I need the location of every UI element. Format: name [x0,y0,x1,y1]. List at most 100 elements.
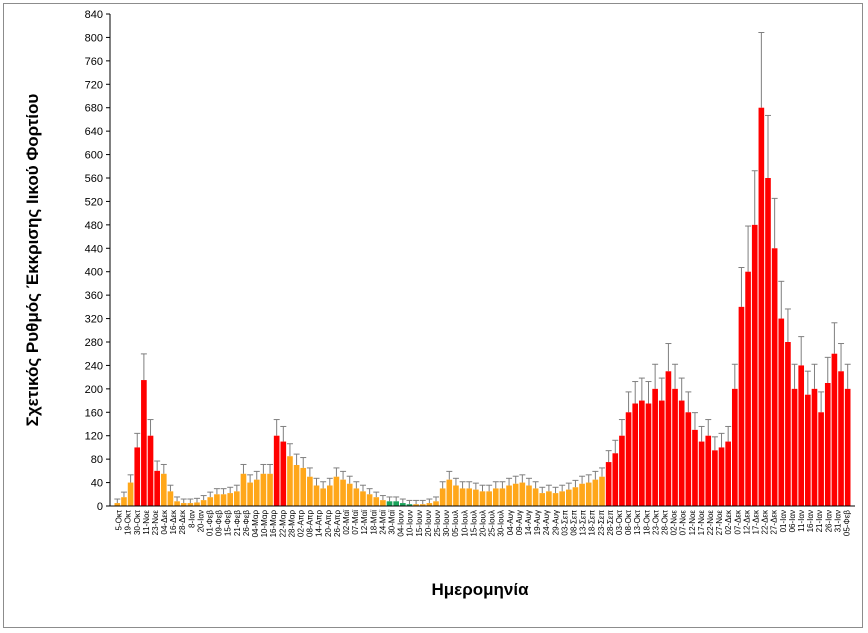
bar [240,473,247,506]
x-tick-label: 04-Αυγ [506,510,515,535]
x-tick-label: 28-Οκτ [660,509,669,535]
bar [473,489,479,506]
x-tick-label: 30-Ιουν [442,510,451,537]
bar [798,365,805,506]
bar [712,450,718,506]
bar [147,435,154,506]
bar [818,412,824,506]
bar [340,479,346,506]
y-axis-title-wrap: Σχετικός Ρυθμός Έκκρισης Ιικού Φορτίου [18,80,48,440]
bar [187,503,194,506]
bar [253,479,260,506]
x-tick-label: 25-Ιουλ [488,510,497,537]
x-tick-label: 05-Φεβ [842,510,851,537]
bar [751,224,758,507]
bar [658,400,665,506]
x-tick-label: 30-Ιουλ [497,510,506,537]
bar [811,388,818,506]
y-tick-label: 480 [85,220,103,232]
bar [167,491,174,506]
y-tick-label: 800 [85,32,103,44]
bar [672,388,678,506]
x-tick-label: 17-Δεκ [751,509,760,534]
bar [160,473,167,506]
x-tick-label: 16-Ιαν [806,510,815,532]
x-tick-label: 09-Φεβ [215,510,224,537]
x-tick-label: 08-Σεπ [569,510,578,536]
y-tick-label: 160 [85,407,103,419]
y-axis-title: Σχετικός Ρυθμός Έκκρισης Ιικού Φορτίου [23,93,42,427]
x-tick-label: 04-Μαρ [251,510,260,538]
x-tick-label: 28-Δεκ [178,509,187,534]
bar [287,456,293,506]
bar [565,489,572,506]
bar [499,488,506,506]
x-tick-label: 09-Αυγ [515,510,524,535]
x-tick-label: 05-Ιουλ [451,510,460,537]
x-tick-label: 02-Απρ [297,510,306,537]
bar [400,503,406,506]
bar [214,494,220,506]
bar [605,462,612,506]
bar [632,403,639,506]
y-tick-label: 200 [85,384,103,396]
x-tick-label: 30-Οκτ [133,509,142,535]
x-tick-label: 26-Φεβ [242,510,251,537]
x-tick-label: 20-Απρ [324,510,333,537]
bar [612,453,619,506]
bar [592,479,599,506]
bar [380,500,386,506]
bar [227,493,234,506]
bar [320,488,326,506]
bar [273,435,280,506]
error-bars-layer [114,32,851,505]
x-tick-label: 16-Δεκ [169,509,178,534]
bar [386,501,393,506]
bar [512,483,519,506]
x-axis-title: Ημερομηνία [431,580,529,599]
bar [453,485,459,506]
bar [439,488,446,506]
bar [353,488,360,506]
x-tick-label: 25-Ιουν [433,510,442,537]
x-tick-label: 26-Ιαν [824,510,833,532]
x-tick-label: 10-Μαρ [260,510,269,538]
bar [247,482,253,506]
bar [419,504,426,506]
x-tick-label: 15-Ιουλ [469,510,478,537]
bar [705,435,712,506]
x-tick-label: 18-Σεπ [588,510,597,536]
bar [466,488,473,506]
bar [579,483,585,506]
x-tick-label: 23-Νοε [151,510,160,536]
chart-frame [3,3,863,628]
bars-layer [114,107,851,507]
x-tick-label: 02-Νοε [670,510,679,536]
bar [127,482,134,506]
x-tick-label: 27-Νοε [715,510,724,536]
y-tick-label: 760 [85,56,103,68]
bar [692,429,698,506]
x-tick-label: 24-Μαϊ [378,510,387,535]
bar [652,388,658,506]
bar [785,342,791,506]
bar [585,482,592,506]
bar [725,441,731,506]
x-tick-label: 18-Οκτ [642,509,651,535]
y-tick-label: 640 [85,126,103,138]
bar [745,271,751,506]
y-tick-label: 560 [85,173,103,185]
bar [154,470,160,506]
bar [519,482,526,506]
bar [360,491,366,506]
bar [831,353,838,506]
x-tick-label: 22-Δεκ [761,509,770,534]
x-tick-label: 22-Μαρ [278,510,287,538]
x-tick-label: 20-Ιαν [196,510,205,532]
bar [619,435,625,506]
bar [599,476,605,506]
bar [758,107,765,507]
x-tick-label: 31-Ιαν [833,510,842,532]
bar [267,473,273,506]
